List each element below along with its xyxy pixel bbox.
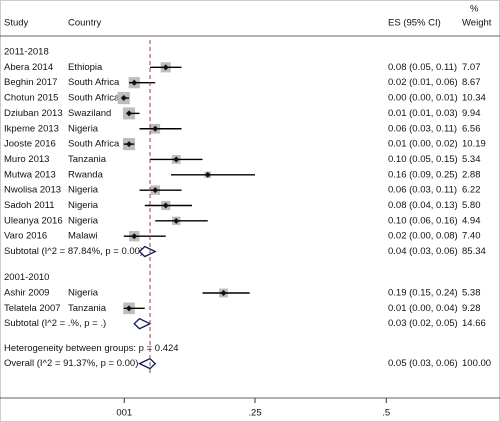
weight-label: 6.56: [462, 123, 481, 134]
weight-label: 100.00: [462, 358, 491, 369]
country: Nigeria: [68, 185, 99, 196]
study-name: Uleanya 2016: [4, 215, 63, 226]
es-label: 0.03 (0.02, 0.05): [388, 318, 458, 329]
country: Nigeria: [68, 200, 99, 211]
study-name: Sadoh 2011: [4, 200, 55, 211]
point-estimate: [126, 110, 132, 117]
weight-label: 7.07: [462, 62, 481, 73]
point-estimate: [173, 217, 180, 224]
country: South Africa: [68, 77, 120, 88]
country: Tanzania: [68, 303, 107, 314]
point-estimate: [162, 64, 169, 71]
es-label: 0.10 (0.06, 0.16): [388, 215, 458, 226]
country: Nigeria: [68, 123, 99, 134]
weight-label: 85.34: [462, 246, 486, 257]
point-estimate: [131, 79, 138, 86]
weight-label: 10.34: [462, 93, 486, 104]
es-label: 0.01 (0.00, 0.02): [388, 139, 458, 150]
country: Tanzania: [68, 154, 107, 165]
study-name: Beghin 2017: [4, 77, 57, 88]
es-label: 0.06 (0.03, 0.11): [388, 185, 457, 196]
es-label: 0.08 (0.04, 0.13): [388, 200, 458, 211]
country: South Africa: [68, 139, 120, 150]
es-label: 0.05 (0.03, 0.06): [388, 358, 458, 369]
study-name: Dziuban 2013: [4, 108, 63, 119]
weight-label: 5.80: [462, 200, 481, 211]
pooled-diamond: [138, 245, 157, 258]
study-name: Muro 2013: [4, 154, 49, 165]
pooled-diamond: [137, 357, 157, 370]
weight-label: 4.94: [462, 215, 481, 226]
country: Nigeria: [68, 215, 99, 226]
x-tick-label: .25: [248, 408, 261, 419]
es-label: 0.01 (0.00, 0.04): [388, 303, 458, 314]
country: Malawi: [68, 231, 98, 242]
es-header: ES (95% CI): [388, 18, 441, 29]
heterogeneity: Heterogeneity between groups: p = 0.424: [4, 343, 179, 354]
point-estimate: [131, 233, 138, 240]
point-estimate: [126, 141, 132, 148]
country: Swaziland: [68, 108, 111, 119]
point-estimate: [173, 156, 180, 163]
country: Ethiopia: [68, 62, 103, 73]
es-label: 0.02 (0.01, 0.06): [388, 77, 458, 88]
study-name: Nwolisa 2013: [4, 185, 61, 196]
weight-label: 14.66: [462, 318, 486, 329]
weight-label: 10.19: [462, 139, 486, 150]
study-name: Ikpeme 2013: [4, 123, 59, 134]
weight-label: 8.67: [462, 77, 481, 88]
weight-header: %: [470, 4, 479, 15]
es-label: 0.06 (0.03, 0.11): [388, 123, 457, 134]
es-label: 0.02 (0.00, 0.08): [388, 231, 458, 242]
study-name: Varo 2016: [4, 231, 47, 242]
weight-label: 5.34: [462, 154, 481, 165]
es-label: 0.19 (0.15, 0.24): [388, 288, 458, 299]
es-label: 0.01 (0.01, 0.03): [388, 108, 458, 119]
x-tick-label: 001: [116, 408, 132, 419]
x-tick-label: .5: [382, 408, 390, 419]
weight-label: 2.88: [462, 169, 481, 180]
study-name: Telatela 2007: [4, 303, 61, 314]
es-label: 0.00 (0.00, 0.01): [388, 93, 458, 104]
es-label: 0.10 (0.05, 0.15): [388, 154, 458, 165]
study-name: Ashir 2009: [4, 288, 49, 299]
point-estimate: [162, 202, 169, 209]
es-label: 0.16 (0.09, 0.25): [388, 169, 458, 180]
point-estimate: [126, 305, 132, 312]
study-header: Study: [4, 18, 29, 29]
point-estimate: [204, 171, 211, 178]
weight-label: 5.38: [462, 288, 481, 299]
weight-header: Weight: [462, 18, 492, 29]
es-label: 0.04 (0.03, 0.06): [388, 246, 458, 257]
group-label: 2001-2010: [4, 272, 49, 283]
study-name: Abera 2014: [4, 62, 53, 73]
es-label: 0.08 (0.05, 0.11): [388, 62, 457, 73]
point-estimate: [120, 95, 127, 102]
weight-label: 9.94: [462, 108, 481, 119]
country: South Africa: [68, 93, 120, 104]
group-label: 2011-2018: [4, 47, 49, 58]
point-estimate: [152, 125, 159, 132]
study-name: Jooste 2016: [4, 139, 56, 150]
weight-label: 6.22: [462, 185, 481, 196]
weight-label: 7.40: [462, 231, 481, 242]
country: Nigeria: [68, 288, 99, 299]
point-estimate: [220, 289, 227, 296]
country-header: Country: [68, 18, 102, 29]
point-estimate: [152, 187, 159, 194]
subtotal-label: Subtotal (I^2 = .%, p = .): [4, 318, 106, 329]
study-name: Chotun 2015: [4, 93, 58, 104]
weight-label: 9.28: [462, 303, 481, 314]
country: Rwanda: [68, 169, 104, 180]
overall-label: Overall (I^2 = 91.37%, p = 0.00): [4, 358, 138, 369]
study-name: Mutwa 2013: [4, 169, 56, 180]
subtotal-label: Subtotal (I^2 = 87.84%, p = 0.00): [4, 246, 143, 257]
